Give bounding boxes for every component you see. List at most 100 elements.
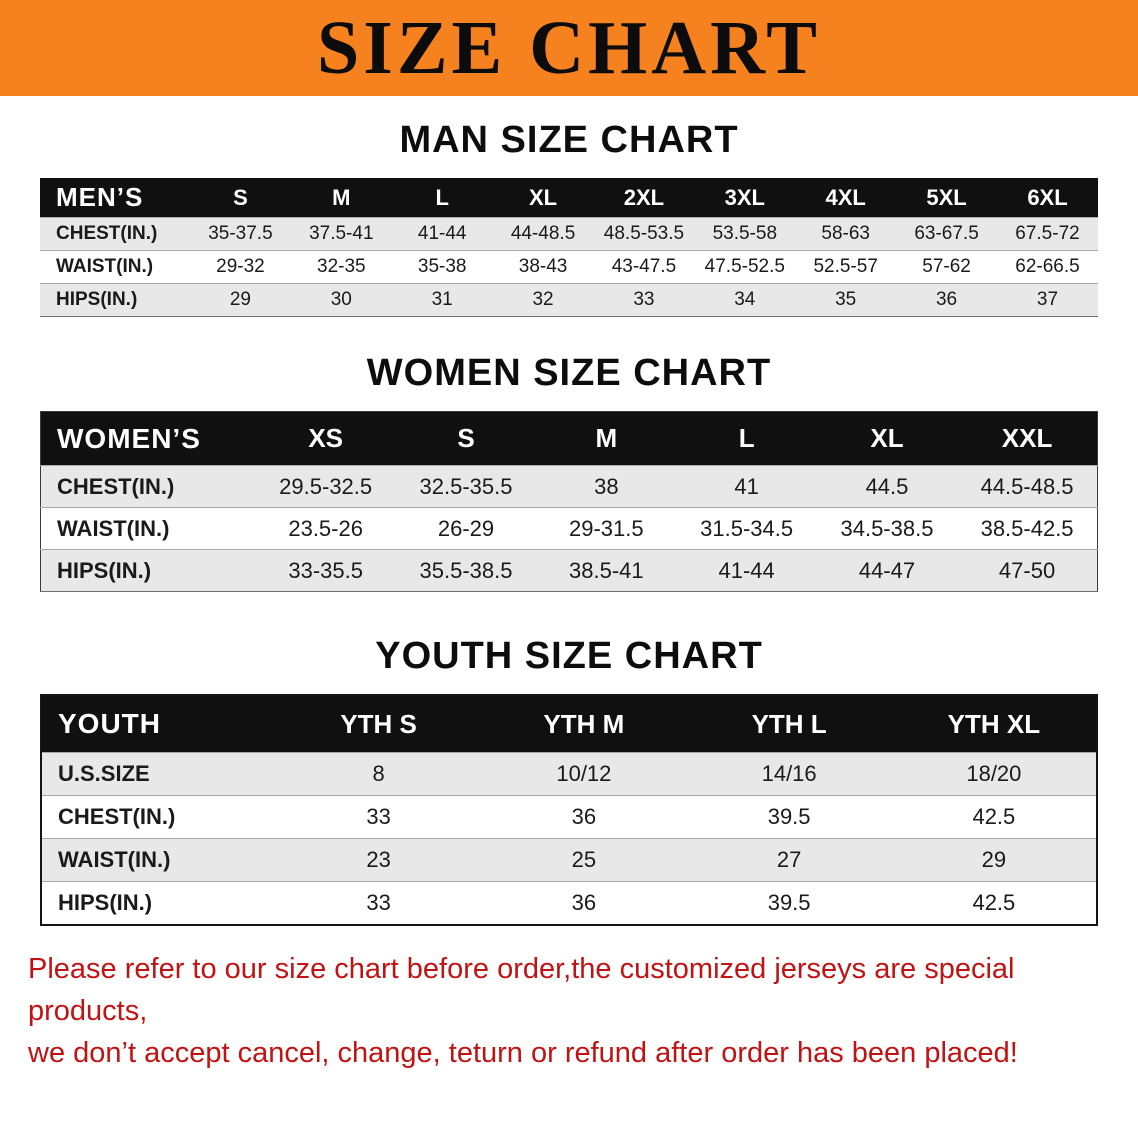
row-label: WAIST(IN.) bbox=[41, 838, 276, 882]
cell-value: 37.5-41 bbox=[290, 217, 392, 251]
column-header: M bbox=[290, 177, 392, 218]
cell-value: 36 bbox=[481, 795, 687, 839]
size-charts-main: MAN SIZE CHART MEN’S S M L XL 2XL 3XL 4XL 5XL 6XL C… bbox=[0, 119, 1138, 926]
cell-value: 41-44 bbox=[676, 549, 817, 593]
column-header: XL bbox=[492, 177, 594, 218]
cell-value: 35-38 bbox=[391, 250, 493, 284]
cell-value: 44-47 bbox=[816, 549, 958, 593]
size-table-head: MEN’S S M L XL 2XL 3XL 4XL 5XL 6XL bbox=[40, 177, 1098, 218]
cell-value: 33 bbox=[593, 283, 695, 318]
cell-value: 37 bbox=[997, 283, 1098, 318]
table-row: WAIST(IN.) 23 25 27 29 bbox=[41, 838, 1097, 882]
column-header: 4XL bbox=[795, 177, 897, 218]
section-heading: YOUTH SIZE CHART bbox=[375, 635, 763, 678]
section-heading: MAN SIZE CHART bbox=[399, 119, 739, 161]
column-header: YTH XL bbox=[891, 694, 1097, 753]
cell-value: 33 bbox=[276, 881, 482, 926]
column-header: YTH S bbox=[276, 694, 482, 753]
row-label: HIPS(IN.) bbox=[40, 283, 190, 318]
cell-value: 63-67.5 bbox=[896, 217, 997, 251]
cell-value: 36 bbox=[481, 881, 687, 926]
column-header: XS bbox=[255, 411, 396, 466]
size-table-head: YOUTH YTH S YTH M YTH L YTH XL bbox=[41, 694, 1097, 753]
cell-value: 53.5-58 bbox=[694, 217, 796, 251]
column-header: YTH L bbox=[686, 694, 892, 753]
row-label: CHEST(IN.) bbox=[41, 795, 276, 839]
cell-value: 39.5 bbox=[686, 881, 892, 926]
cell-value: 33-35.5 bbox=[255, 549, 396, 593]
cell-value: 42.5 bbox=[891, 881, 1097, 926]
cell-value: 14/16 bbox=[686, 752, 892, 796]
cell-value: 8 bbox=[276, 752, 482, 796]
cell-value: 10/12 bbox=[481, 752, 687, 796]
size-table-body: CHEST(IN.) 35-37.5 37.5-41 41-44 44-48.5 48.5… bbox=[40, 217, 1098, 318]
cell-value: 34.5-38.5 bbox=[816, 507, 958, 550]
cell-value: 38-43 bbox=[492, 250, 594, 284]
cell-value: 38.5-42.5 bbox=[957, 507, 1098, 550]
table-row: CHEST(IN.) 35-37.5 37.5-41 41-44 44-48.5 48.5… bbox=[40, 217, 1098, 251]
column-header: M bbox=[536, 411, 677, 466]
cell-value: 31.5-34.5 bbox=[676, 507, 817, 550]
row-label: WAIST(IN.) bbox=[40, 507, 256, 550]
column-header: 6XL bbox=[997, 177, 1098, 218]
size-table: YOUTH YTH S YTH M YTH L YTH XL U.S.SIZE 8 10/12… bbox=[40, 693, 1098, 926]
column-header: 3XL bbox=[694, 177, 796, 218]
size-table-body: U.S.SIZE 8 10/12 14/16 18/20 CHEST(IN.) 33 36 39… bbox=[41, 752, 1097, 926]
cell-value: 25 bbox=[481, 838, 687, 882]
cell-value: 35.5-38.5 bbox=[395, 549, 537, 593]
row-label: CHEST(IN.) bbox=[40, 217, 190, 251]
cell-value: 62-66.5 bbox=[997, 250, 1098, 284]
table-row: U.S.SIZE 8 10/12 14/16 18/20 bbox=[41, 752, 1097, 796]
cell-value: 29.5-32.5 bbox=[255, 465, 396, 508]
cell-value: 29-32 bbox=[190, 250, 291, 284]
cell-value: 38 bbox=[536, 465, 677, 508]
header-row: WOMEN’S XS S M L XL XXL bbox=[40, 411, 1098, 466]
cell-value: 35 bbox=[795, 283, 897, 318]
cell-value: 44.5 bbox=[816, 465, 958, 508]
size-chart-section: MAN SIZE CHART MEN’S S M L XL 2XL 3XL 4XL 5XL 6XL C… bbox=[0, 119, 1138, 318]
column-header: 2XL bbox=[593, 177, 695, 218]
cell-value: 30 bbox=[290, 283, 392, 318]
cell-value: 43-47.5 bbox=[593, 250, 695, 284]
cell-value: 41-44 bbox=[391, 217, 493, 251]
column-header: L bbox=[391, 177, 493, 218]
cell-value: 23.5-26 bbox=[255, 507, 396, 550]
group-label: MEN’S bbox=[40, 177, 190, 218]
table-row: WAIST(IN.) 23.5-26 26-29 29-31.5 31.5-34.5 34… bbox=[40, 507, 1098, 550]
order-policy-notice: Please refer to our size chart before or… bbox=[0, 948, 1138, 1074]
header-row: MEN’S S M L XL 2XL 3XL 4XL 5XL 6XL bbox=[40, 177, 1098, 218]
table-row: WAIST(IN.) 29-32 32-35 35-38 38-43 43-47.5 47.… bbox=[40, 250, 1098, 284]
size-chart-banner: SIZE CHART bbox=[0, 0, 1138, 96]
column-header: S bbox=[190, 177, 291, 218]
row-label: CHEST(IN.) bbox=[40, 465, 256, 508]
banner-title: SIZE CHART bbox=[316, 6, 821, 90]
notice-line-1: Please refer to our size chart before or… bbox=[28, 952, 1015, 1027]
column-header: L bbox=[676, 411, 817, 466]
cell-value: 18/20 bbox=[891, 752, 1097, 796]
cell-value: 38.5-41 bbox=[536, 549, 677, 593]
column-header: XL bbox=[816, 411, 958, 466]
cell-value: 32-35 bbox=[290, 250, 392, 284]
row-label: HIPS(IN.) bbox=[41, 881, 276, 926]
cell-value: 26-29 bbox=[395, 507, 537, 550]
table-row: CHEST(IN.) 33 36 39.5 42.5 bbox=[41, 795, 1097, 839]
cell-value: 67.5-72 bbox=[997, 217, 1098, 251]
cell-value: 52.5-57 bbox=[795, 250, 897, 284]
cell-value: 29 bbox=[891, 838, 1097, 882]
size-table-body: CHEST(IN.) 29.5-32.5 32.5-35.5 38 41 44.5 44.5… bbox=[40, 465, 1098, 593]
section-heading: WOMEN SIZE CHART bbox=[366, 352, 772, 395]
notice-line-2: we don’t accept cancel, change, teturn o… bbox=[28, 1036, 1018, 1069]
cell-value: 23 bbox=[276, 838, 482, 882]
cell-value: 58-63 bbox=[795, 217, 897, 251]
cell-value: 44.5-48.5 bbox=[957, 465, 1098, 508]
cell-value: 36 bbox=[896, 283, 997, 318]
cell-value: 33 bbox=[276, 795, 482, 839]
cell-value: 32.5-35.5 bbox=[395, 465, 537, 508]
cell-value: 42.5 bbox=[891, 795, 1097, 839]
cell-value: 29-31.5 bbox=[536, 507, 677, 550]
cell-value: 41 bbox=[676, 465, 817, 508]
cell-value: 34 bbox=[694, 283, 796, 318]
cell-value: 39.5 bbox=[686, 795, 892, 839]
column-header: 5XL bbox=[896, 177, 997, 218]
row-label: HIPS(IN.) bbox=[40, 549, 256, 593]
